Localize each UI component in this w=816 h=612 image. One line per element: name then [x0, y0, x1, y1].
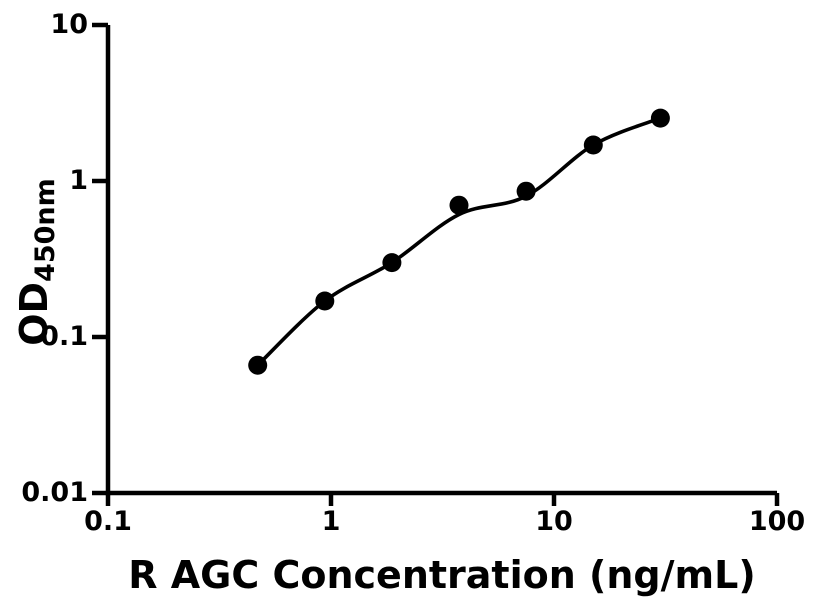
fit-curve-line	[256, 116, 662, 367]
x-tick-label-1: 1	[321, 506, 341, 537]
y-tick-label-10: 10	[50, 9, 88, 40]
data-point-marker	[583, 135, 603, 155]
data-point-marker	[248, 355, 268, 375]
y-axis-title: OD450nm	[11, 177, 61, 347]
data-point-marker	[382, 253, 402, 273]
y-tick-label-1: 1	[69, 165, 88, 196]
data-point-marker	[650, 108, 670, 128]
y-tick-label-0_1: 0.1	[40, 321, 88, 352]
data-point-marker	[516, 181, 536, 201]
y-axis-title-subscript: 450nm	[30, 178, 61, 282]
y-tick-label-0_01: 0.01	[21, 477, 88, 508]
data-point-marker	[449, 195, 469, 215]
y-axis-title-main: OD	[12, 281, 56, 346]
x-tick-label-0_1: 0.1	[84, 506, 132, 537]
x-tick-label-100: 100	[748, 506, 806, 537]
x-axis-title: R AGC Concentration (ng/mL)	[128, 553, 756, 597]
data-point-marker	[315, 291, 335, 311]
x-tick-label-10: 10	[535, 506, 573, 537]
